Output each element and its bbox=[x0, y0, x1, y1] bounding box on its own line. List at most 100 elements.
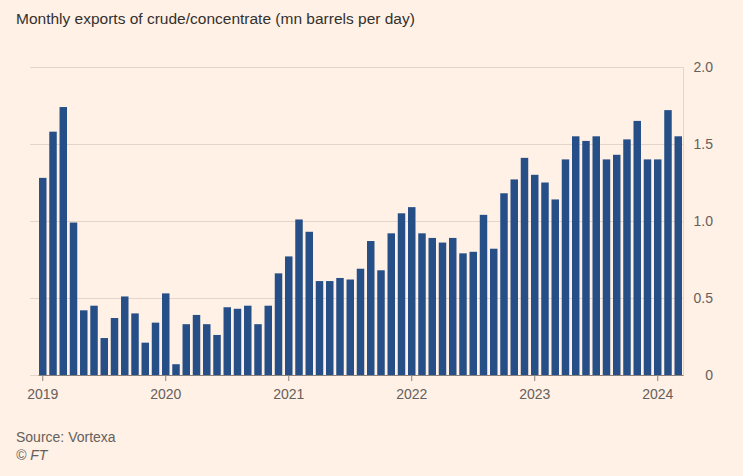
x-tick-label: 2019 bbox=[27, 386, 58, 402]
grid-line bbox=[30, 67, 683, 68]
bar bbox=[357, 269, 364, 375]
bar bbox=[213, 335, 220, 375]
y-tick-label: 1.0 bbox=[694, 213, 714, 229]
bar bbox=[439, 243, 446, 375]
bar bbox=[674, 136, 681, 375]
y-tick-label: 1.5 bbox=[694, 136, 714, 152]
x-tick-label: 2020 bbox=[150, 386, 181, 402]
bar bbox=[49, 132, 56, 375]
bar bbox=[521, 158, 528, 375]
bar bbox=[101, 338, 108, 375]
bars bbox=[39, 107, 682, 375]
bar bbox=[60, 107, 67, 375]
bar bbox=[142, 343, 149, 375]
bar bbox=[316, 281, 323, 375]
bar bbox=[326, 281, 333, 375]
bar bbox=[551, 199, 558, 375]
bar bbox=[152, 323, 159, 375]
bar bbox=[592, 136, 599, 375]
bar bbox=[633, 121, 640, 375]
x-tick: 2021 bbox=[273, 375, 304, 402]
y-tick: 1.5 bbox=[30, 136, 713, 152]
title: Monthly exports of crude/concentrate (mn… bbox=[16, 10, 415, 27]
bar bbox=[644, 159, 651, 375]
bar bbox=[531, 175, 538, 375]
bar bbox=[336, 278, 343, 375]
bar bbox=[285, 256, 292, 375]
chart: Monthly exports of crude/concentrate (mn… bbox=[0, 0, 743, 476]
bar bbox=[275, 273, 282, 375]
bar bbox=[111, 318, 118, 375]
x-tick: 2019 bbox=[27, 375, 58, 402]
x-tick-mark bbox=[534, 375, 535, 381]
bar bbox=[265, 306, 272, 375]
source: Source: Vortexa bbox=[16, 429, 116, 445]
bar bbox=[654, 159, 661, 375]
bar bbox=[480, 215, 487, 375]
bar bbox=[377, 270, 384, 375]
y-tick: 1.0 bbox=[30, 213, 713, 229]
bar bbox=[121, 296, 128, 375]
x-tick: 2020 bbox=[150, 375, 181, 402]
bar bbox=[244, 306, 251, 375]
x-tick-mark bbox=[288, 375, 289, 381]
bar bbox=[203, 324, 210, 375]
y-axis-line bbox=[30, 68, 684, 376]
bar bbox=[193, 315, 200, 375]
bar bbox=[398, 213, 405, 375]
grid-line bbox=[30, 375, 683, 376]
bar bbox=[603, 159, 610, 375]
bar bbox=[572, 136, 579, 375]
x-tick-label: 2022 bbox=[396, 386, 427, 402]
bar bbox=[429, 238, 436, 375]
background bbox=[0, 0, 743, 476]
bar bbox=[490, 249, 497, 375]
bar bbox=[172, 364, 179, 375]
bar bbox=[183, 324, 190, 375]
x-tick-label: 2021 bbox=[273, 386, 304, 402]
y-tick: 2.0 bbox=[30, 59, 713, 75]
x-tick: 2022 bbox=[396, 375, 427, 402]
x-tick-mark bbox=[657, 375, 658, 381]
bar bbox=[541, 183, 548, 376]
bar bbox=[80, 310, 87, 375]
bar bbox=[295, 219, 302, 375]
credit: © FT bbox=[16, 447, 49, 463]
bar bbox=[582, 141, 589, 375]
y-axis: 0 0.5 1.0 1.5 2.0 bbox=[30, 59, 713, 383]
bar bbox=[449, 238, 456, 375]
bar bbox=[39, 178, 46, 375]
bar bbox=[562, 159, 569, 375]
bar bbox=[418, 233, 425, 375]
x-tick: 2023 bbox=[519, 375, 550, 402]
bar bbox=[500, 193, 507, 375]
x-axis-line bbox=[39, 375, 684, 376]
x-tick-mark bbox=[165, 375, 166, 381]
bar bbox=[347, 280, 354, 375]
bar bbox=[459, 253, 466, 375]
bar bbox=[511, 179, 518, 375]
bar bbox=[470, 252, 477, 375]
bar bbox=[131, 313, 138, 375]
x-tick-label: 2023 bbox=[519, 386, 550, 402]
x-tick-mark bbox=[411, 375, 412, 381]
y-tick-label: 0.5 bbox=[694, 290, 714, 306]
y-tick-label: 2.0 bbox=[694, 59, 714, 75]
bar bbox=[623, 139, 630, 375]
bar bbox=[613, 155, 620, 375]
x-tick-label: 2024 bbox=[642, 386, 673, 402]
x-axis: 2019 2020 2021 2022 2023 2024 bbox=[27, 375, 683, 402]
bar bbox=[306, 232, 313, 375]
bar bbox=[162, 293, 169, 375]
bar bbox=[664, 110, 671, 375]
bar bbox=[388, 233, 395, 375]
x-tick-mark bbox=[42, 375, 43, 381]
x-tick: 2024 bbox=[642, 375, 673, 402]
y-tick-label: 0 bbox=[705, 367, 713, 383]
bar bbox=[408, 207, 415, 375]
bar bbox=[224, 307, 231, 375]
bar bbox=[70, 223, 77, 375]
bar bbox=[234, 309, 241, 375]
bar bbox=[90, 306, 97, 375]
bar bbox=[367, 241, 374, 375]
